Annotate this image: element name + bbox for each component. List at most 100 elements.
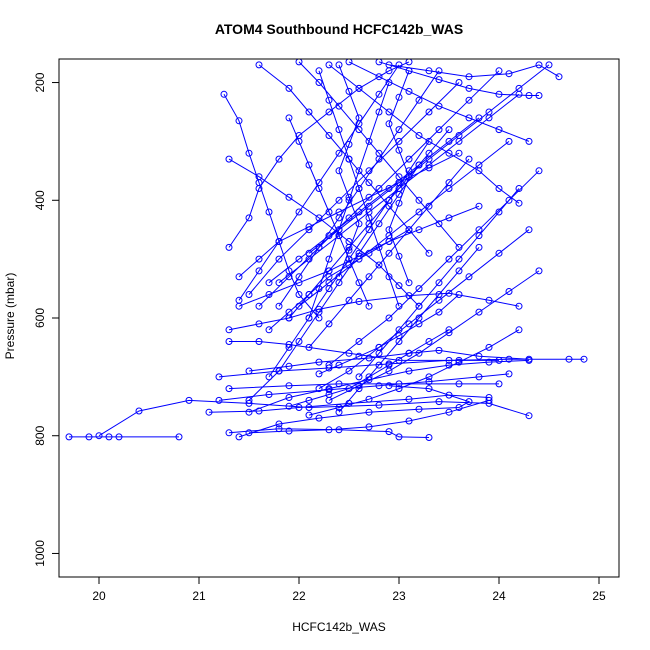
data-point (355, 279, 363, 287)
data-point (425, 385, 433, 393)
data-point (485, 358, 493, 366)
series-line (328, 64, 520, 204)
data-point (475, 308, 483, 316)
data-point (385, 249, 393, 257)
data-point (525, 412, 533, 420)
data-point (435, 220, 443, 228)
data-point (445, 137, 453, 145)
series-31 (305, 326, 523, 419)
data-point (385, 108, 393, 116)
series-19 (325, 61, 523, 207)
data-point (355, 84, 363, 92)
data-point (405, 279, 413, 287)
data-point (365, 193, 373, 201)
data-point (255, 255, 263, 263)
data-point (255, 267, 263, 275)
data-point (455, 358, 463, 366)
data-point (365, 395, 373, 403)
data-point (245, 396, 253, 404)
data-point (385, 361, 393, 369)
data-point (445, 329, 453, 337)
data-point (465, 398, 473, 406)
data-point (375, 343, 383, 351)
data-point (445, 408, 453, 416)
data-point (365, 273, 373, 281)
data-point (335, 126, 343, 134)
data-point (245, 291, 253, 298)
series-line (358, 188, 520, 378)
data-point (375, 59, 383, 66)
y-tick-label: 400 (33, 190, 47, 210)
series-line (218, 358, 584, 378)
data-point (285, 343, 293, 351)
data-point (455, 79, 463, 86)
series-48 (315, 291, 463, 378)
series-line (248, 399, 490, 434)
data-point (95, 432, 103, 440)
data-point (325, 132, 333, 139)
y-tick-label: 1000 (33, 540, 47, 567)
data-point (405, 226, 413, 234)
data-point (475, 243, 483, 251)
data-point (455, 291, 463, 298)
data-point (525, 137, 533, 145)
data-point (495, 185, 503, 192)
data-point (275, 420, 283, 428)
data-point (225, 385, 233, 393)
data-point (515, 199, 523, 207)
series-34 (305, 155, 473, 351)
data-point (220, 90, 228, 98)
data-point (435, 398, 443, 406)
x-tick-label: 25 (592, 589, 606, 603)
y-axis-label: Pressure (mbar) (3, 273, 17, 360)
data-point (305, 314, 313, 322)
y-tick-label: 600 (33, 308, 47, 328)
data-point (325, 232, 333, 240)
data-point (405, 395, 413, 403)
series-line (308, 64, 550, 254)
data-point (275, 279, 283, 287)
data-point (305, 161, 313, 169)
series-32 (245, 396, 493, 437)
data-point (445, 326, 453, 334)
data-point (285, 427, 293, 435)
data-point (175, 433, 183, 441)
data-point (225, 243, 233, 251)
series-15 (220, 90, 323, 322)
data-point (305, 343, 313, 351)
data-point (395, 61, 403, 69)
data-point (255, 338, 263, 345)
series-line (318, 294, 460, 375)
data-point (295, 404, 303, 411)
data-point (345, 296, 353, 304)
data-point (275, 238, 283, 245)
data-point (335, 102, 343, 110)
data-point (435, 126, 443, 134)
data-point (325, 426, 333, 434)
data-point (275, 302, 283, 310)
series-line (338, 64, 360, 277)
data-point (515, 326, 523, 334)
data-point (475, 202, 483, 210)
data-point (355, 185, 363, 192)
data-point (365, 179, 373, 187)
data-point (475, 114, 483, 122)
data-point (465, 273, 473, 281)
data-point (315, 414, 323, 422)
data-point (475, 161, 483, 169)
data-point (405, 173, 413, 181)
data-point (265, 391, 273, 398)
series-layer (65, 59, 588, 441)
data-point (445, 149, 453, 157)
data-point (235, 117, 243, 125)
data-point (325, 61, 333, 69)
series-line (258, 64, 430, 254)
data-point (495, 90, 503, 98)
data-point (345, 385, 353, 393)
data-point (535, 92, 543, 99)
series-28 (325, 167, 543, 369)
data-point (265, 208, 273, 216)
data-point (405, 59, 413, 66)
data-point (395, 433, 403, 441)
data-point (315, 385, 323, 393)
